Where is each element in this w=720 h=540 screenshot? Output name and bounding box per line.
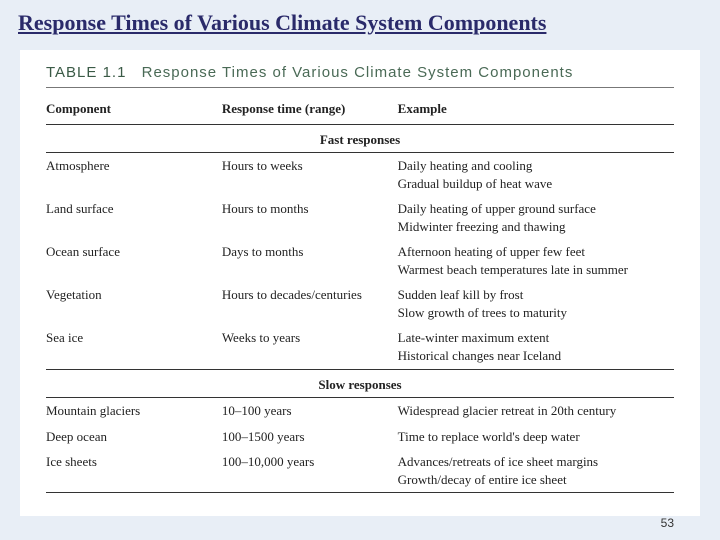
table-row: Vegetation Hours to decades/centuries Su… <box>46 282 674 325</box>
cell-component: Ice sheets <box>46 449 222 493</box>
table-row: Mountain glaciers 10–100 years Widesprea… <box>46 398 674 424</box>
table-row: Ice sheets 100–10,000 years Advances/ret… <box>46 449 674 493</box>
table-row: Sea ice Weeks to years Late-winter maxim… <box>46 325 674 369</box>
example-line: Time to replace world's deep water <box>398 428 668 446</box>
cell-component: Land surface <box>46 196 222 239</box>
cell-response: 100–10,000 years <box>222 449 398 493</box>
table-caption: TABLE 1.1 Response Times of Various Clim… <box>46 64 674 88</box>
cell-response: Hours to decades/centuries <box>222 282 398 325</box>
cell-example: Daily heating and cooling Gradual buildu… <box>398 153 674 197</box>
page-number: 53 <box>661 516 674 530</box>
example-line: Daily heating of upper ground surface <box>398 200 668 218</box>
cell-example: Advances/retreats of ice sheet margins G… <box>398 449 674 493</box>
col-header-example: Example <box>398 96 674 124</box>
section-label: Fast responses <box>46 124 674 153</box>
cell-response: Days to months <box>222 239 398 282</box>
example-line: Late-winter maximum extent <box>398 329 668 347</box>
cell-component: Mountain glaciers <box>46 398 222 424</box>
table-row: Deep ocean 100–1500 years Time to replac… <box>46 424 674 450</box>
cell-response: Hours to months <box>222 196 398 239</box>
table-caption-label: TABLE 1.1 <box>46 64 126 81</box>
example-line: Afternoon heating of upper few feet <box>398 243 668 261</box>
example-line: Growth/decay of entire ice sheet <box>398 471 668 489</box>
example-line: Daily heating and cooling <box>398 157 668 175</box>
example-line: Slow growth of trees to maturity <box>398 304 668 322</box>
cell-example: Time to replace world's deep water <box>398 424 674 450</box>
example-line: Sudden leaf kill by frost <box>398 286 668 304</box>
table-card: TABLE 1.1 Response Times of Various Clim… <box>20 50 700 516</box>
example-line: Historical changes near Iceland <box>398 347 668 365</box>
section-header-fast: Fast responses <box>46 124 674 153</box>
cell-response: 100–1500 years <box>222 424 398 450</box>
cell-example: Afternoon heating of upper few feet Warm… <box>398 239 674 282</box>
cell-component: Ocean surface <box>46 239 222 282</box>
example-line: Warmest beach temperatures late in summe… <box>398 261 668 279</box>
table-row: Land surface Hours to months Daily heati… <box>46 196 674 239</box>
slide-title: Response Times of Various Climate System… <box>0 0 720 44</box>
example-line: Widespread glacier retreat in 20th centu… <box>398 402 668 420</box>
table-row: Ocean surface Days to months Afternoon h… <box>46 239 674 282</box>
cell-component: Sea ice <box>46 325 222 369</box>
example-line: Gradual buildup of heat wave <box>398 175 668 193</box>
cell-example: Late-winter maximum extent Historical ch… <box>398 325 674 369</box>
example-line: Midwinter freezing and thawing <box>398 218 668 236</box>
cell-response: Hours to weeks <box>222 153 398 197</box>
section-label: Slow responses <box>46 369 674 398</box>
response-times-table: Component Response time (range) Example … <box>46 96 674 493</box>
cell-component: Atmosphere <box>46 153 222 197</box>
cell-component: Deep ocean <box>46 424 222 450</box>
cell-component: Vegetation <box>46 282 222 325</box>
cell-response: Weeks to years <box>222 325 398 369</box>
cell-example: Daily heating of upper ground surface Mi… <box>398 196 674 239</box>
cell-response: 10–100 years <box>222 398 398 424</box>
example-line: Advances/retreats of ice sheet margins <box>398 453 668 471</box>
col-header-component: Component <box>46 96 222 124</box>
col-header-response: Response time (range) <box>222 96 398 124</box>
cell-example: Widespread glacier retreat in 20th centu… <box>398 398 674 424</box>
cell-example: Sudden leaf kill by frost Slow growth of… <box>398 282 674 325</box>
table-row: Atmosphere Hours to weeks Daily heating … <box>46 153 674 197</box>
table-header-row: Component Response time (range) Example <box>46 96 674 124</box>
table-caption-text: Response Times of Various Climate System… <box>142 64 574 81</box>
section-header-slow: Slow responses <box>46 369 674 398</box>
